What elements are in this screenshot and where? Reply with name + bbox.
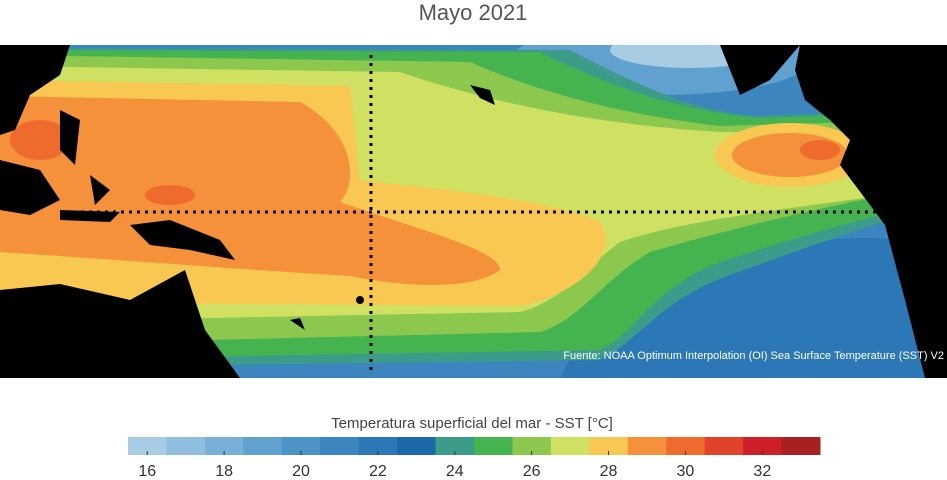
colorbar-bin <box>781 437 821 455</box>
colorbar-bin <box>204 437 244 455</box>
map-title: Mayo 2021 <box>419 0 528 25</box>
colorbar-bin <box>243 437 283 455</box>
colorbar-tick-label: 30 <box>677 463 695 480</box>
colorbar-bin <box>397 437 437 455</box>
colorbar-bin <box>704 437 744 455</box>
source-note: Fuente: NOAA Optimum Interpolation (OI) … <box>563 350 944 362</box>
colorbar-tick-label: 16 <box>138 463 156 480</box>
colorbar-bin <box>320 437 360 455</box>
colorbar-bin <box>281 437 321 455</box>
colorbar-bin <box>358 437 398 455</box>
sst-map: Fuente: NOAA Optimum Interpolation (OI) … <box>0 45 947 378</box>
colorbar-bin <box>435 437 475 455</box>
colorbar-tick-label: 18 <box>215 463 233 480</box>
colorbar: 16 18 20 22 24 26 28 30 32 <box>128 437 821 480</box>
colorbar-bin <box>128 437 167 455</box>
colorbar-tick-label: 32 <box>753 463 771 480</box>
colorbar-bin <box>166 437 206 455</box>
colorbar-bin <box>743 437 783 455</box>
colorbar-bin <box>666 437 706 455</box>
colorbar-tick-label: 22 <box>369 463 387 480</box>
colorbar-bin <box>474 437 513 455</box>
colorbar-bin <box>589 437 629 455</box>
colorbar-bin <box>550 437 590 455</box>
colorbar-tick-label: 28 <box>600 463 618 480</box>
colorbar-tick-label: 26 <box>523 463 541 480</box>
colorbar-bin <box>512 437 552 455</box>
colorbar-tick-label: 20 <box>292 463 310 480</box>
colorbar-label: Temperatura superficial del mar - SST [°… <box>331 415 613 432</box>
colorbar-bin <box>627 437 667 455</box>
colorbar-tick-label: 24 <box>446 463 464 480</box>
